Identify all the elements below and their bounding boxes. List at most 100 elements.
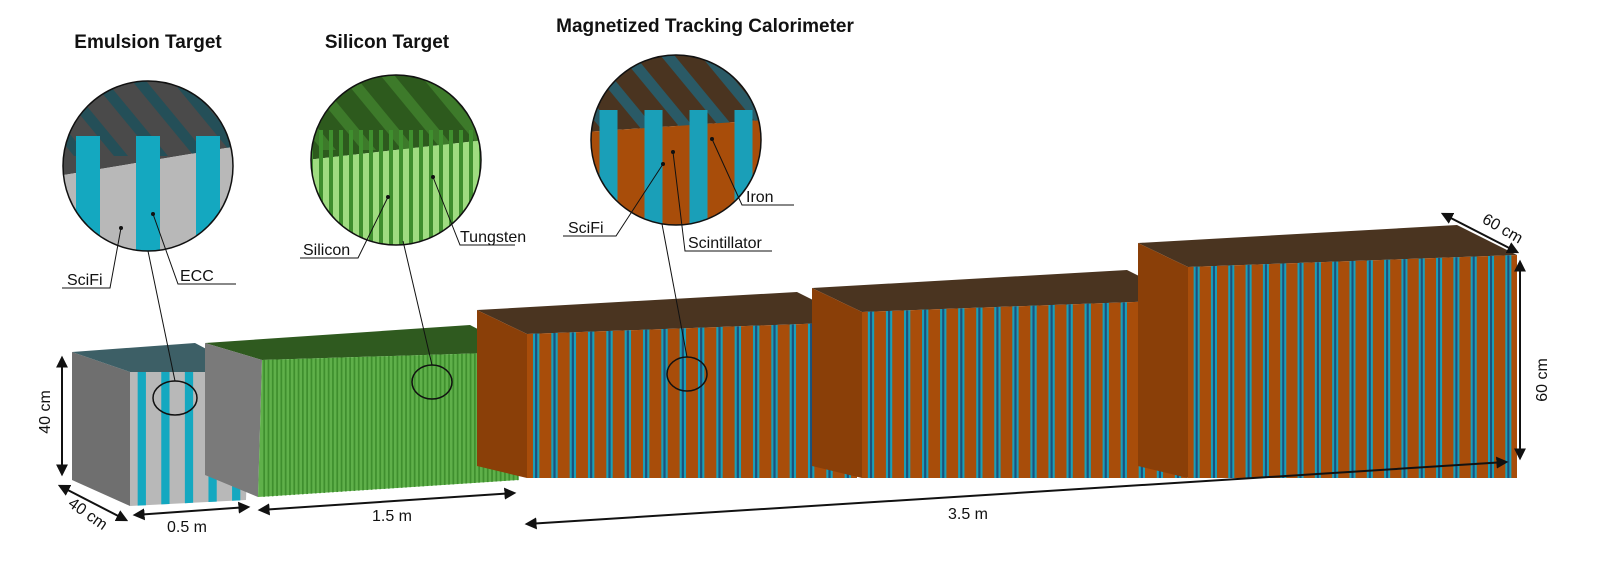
tungsten-stripe bbox=[426, 354, 429, 487]
zoom-top-stripe bbox=[816, 50, 896, 130]
tungsten-stripe bbox=[323, 358, 326, 493]
tungsten-stripe bbox=[422, 354, 425, 487]
zoom-stripe bbox=[469, 130, 473, 245]
scintillator-stripe bbox=[626, 330, 629, 478]
scintillator-stripe bbox=[1282, 263, 1285, 478]
scintillator-stripe bbox=[906, 310, 909, 478]
tungsten-stripe bbox=[461, 353, 463, 484]
scintillator-stripe bbox=[718, 326, 721, 478]
scintillator-stripe bbox=[1420, 258, 1423, 478]
scintillator-stripe bbox=[571, 332, 574, 478]
zoom-top-stripe bbox=[376, 75, 456, 150]
scifi-stripe bbox=[137, 372, 146, 506]
zoom-stripe bbox=[319, 130, 323, 245]
tungsten-stripe bbox=[448, 354, 450, 485]
pointer-line bbox=[672, 151, 772, 252]
tungsten-stripe bbox=[280, 359, 283, 496]
zoom-stripe bbox=[429, 130, 433, 245]
section-title: Emulsion Target bbox=[74, 32, 222, 53]
scintillator-stripe bbox=[791, 324, 794, 478]
scintillator-stripe bbox=[1455, 257, 1458, 478]
scintillator-stripe bbox=[1472, 256, 1475, 478]
zoom-stripe bbox=[359, 130, 363, 245]
dimension: 0.5 m bbox=[167, 519, 207, 536]
dimension: 1.5 m bbox=[372, 508, 412, 525]
tungsten-stripe bbox=[392, 355, 395, 489]
scintillator-stripe bbox=[1507, 255, 1510, 478]
label: SciFi bbox=[568, 220, 604, 237]
scintillator-stripe bbox=[1122, 302, 1125, 478]
tungsten-stripe bbox=[344, 357, 347, 492]
dimension-arrow bbox=[257, 487, 517, 516]
section-title: Silicon Target bbox=[325, 32, 450, 53]
zoom-stripe bbox=[329, 130, 333, 245]
zoom-stripe bbox=[339, 130, 343, 245]
label: Iron bbox=[746, 189, 774, 206]
scintillator-stripe bbox=[535, 333, 538, 478]
tungsten-stripe bbox=[452, 354, 455, 485]
tungsten-stripe bbox=[366, 356, 369, 491]
scintillator-stripe bbox=[1368, 260, 1371, 478]
tungsten-stripe bbox=[289, 359, 291, 496]
mtc-top bbox=[1138, 225, 1517, 267]
zoom-stripe bbox=[196, 136, 220, 251]
tungsten-stripe bbox=[469, 353, 472, 484]
zoom-top-stripe bbox=[128, 81, 208, 156]
leader bbox=[661, 223, 688, 358]
pointer-line bbox=[300, 196, 389, 259]
scintillator-stripe bbox=[755, 325, 758, 478]
scintillator-stripe bbox=[942, 308, 945, 478]
zoom-top-stripe bbox=[311, 75, 336, 150]
zoom-stripe bbox=[449, 130, 453, 245]
st-top bbox=[205, 325, 522, 360]
scintillator-stripe bbox=[1316, 262, 1319, 478]
tungsten-stripe bbox=[263, 359, 266, 497]
dimension-arrow bbox=[57, 484, 129, 522]
pointer-line bbox=[152, 213, 236, 285]
label: ECC bbox=[180, 268, 214, 285]
tungsten-stripe bbox=[383, 356, 386, 489]
mtc-side bbox=[1138, 243, 1188, 478]
tungsten-stripe bbox=[379, 356, 382, 490]
tungsten-stripe bbox=[413, 355, 416, 487]
zoom-top-stripe bbox=[496, 70, 576, 150]
label: Silicon bbox=[303, 242, 350, 259]
scintillator-stripe bbox=[810, 323, 813, 478]
tungsten-stripe bbox=[267, 359, 270, 497]
zoom-stripe bbox=[369, 130, 373, 245]
tungsten-stripe bbox=[362, 356, 364, 491]
tungsten-stripe bbox=[387, 356, 390, 489]
leader bbox=[402, 240, 433, 366]
magnifier-rim bbox=[310, 74, 482, 246]
scifi-stripe bbox=[161, 372, 170, 505]
scintillator-stripe bbox=[888, 310, 891, 478]
scintillator-stripe bbox=[869, 311, 873, 478]
pointer-line bbox=[711, 138, 794, 206]
zoom-stripe bbox=[349, 130, 353, 245]
scintillator-stripe bbox=[1086, 303, 1089, 478]
zoom-stripe bbox=[409, 130, 413, 245]
tungsten-stripe bbox=[301, 358, 304, 495]
zoom-stripe bbox=[734, 110, 753, 225]
tungsten-stripe bbox=[370, 356, 373, 490]
tungsten-stripe bbox=[409, 355, 412, 488]
mtc-top bbox=[477, 292, 857, 334]
tungsten-stripe bbox=[400, 355, 403, 488]
mtc-side bbox=[477, 310, 527, 478]
scintillator-stripe bbox=[1247, 264, 1250, 478]
tungsten-stripe bbox=[418, 355, 420, 487]
dimension-arrow bbox=[132, 501, 251, 521]
scintillator-stripe bbox=[1050, 304, 1053, 478]
dimension: 40 cm bbox=[37, 390, 54, 434]
zoom-stripe bbox=[379, 130, 383, 245]
label: Tungsten bbox=[460, 229, 526, 246]
zoom-stripe bbox=[689, 110, 708, 225]
magnifier bbox=[311, 70, 576, 245]
scintillator-stripe bbox=[1068, 304, 1071, 478]
pointer-line bbox=[62, 227, 122, 289]
tungsten-stripe bbox=[375, 356, 377, 490]
zoom-stripe bbox=[459, 130, 463, 245]
zoom-top-stripe bbox=[616, 55, 696, 130]
scintillator-stripe bbox=[1438, 257, 1441, 478]
